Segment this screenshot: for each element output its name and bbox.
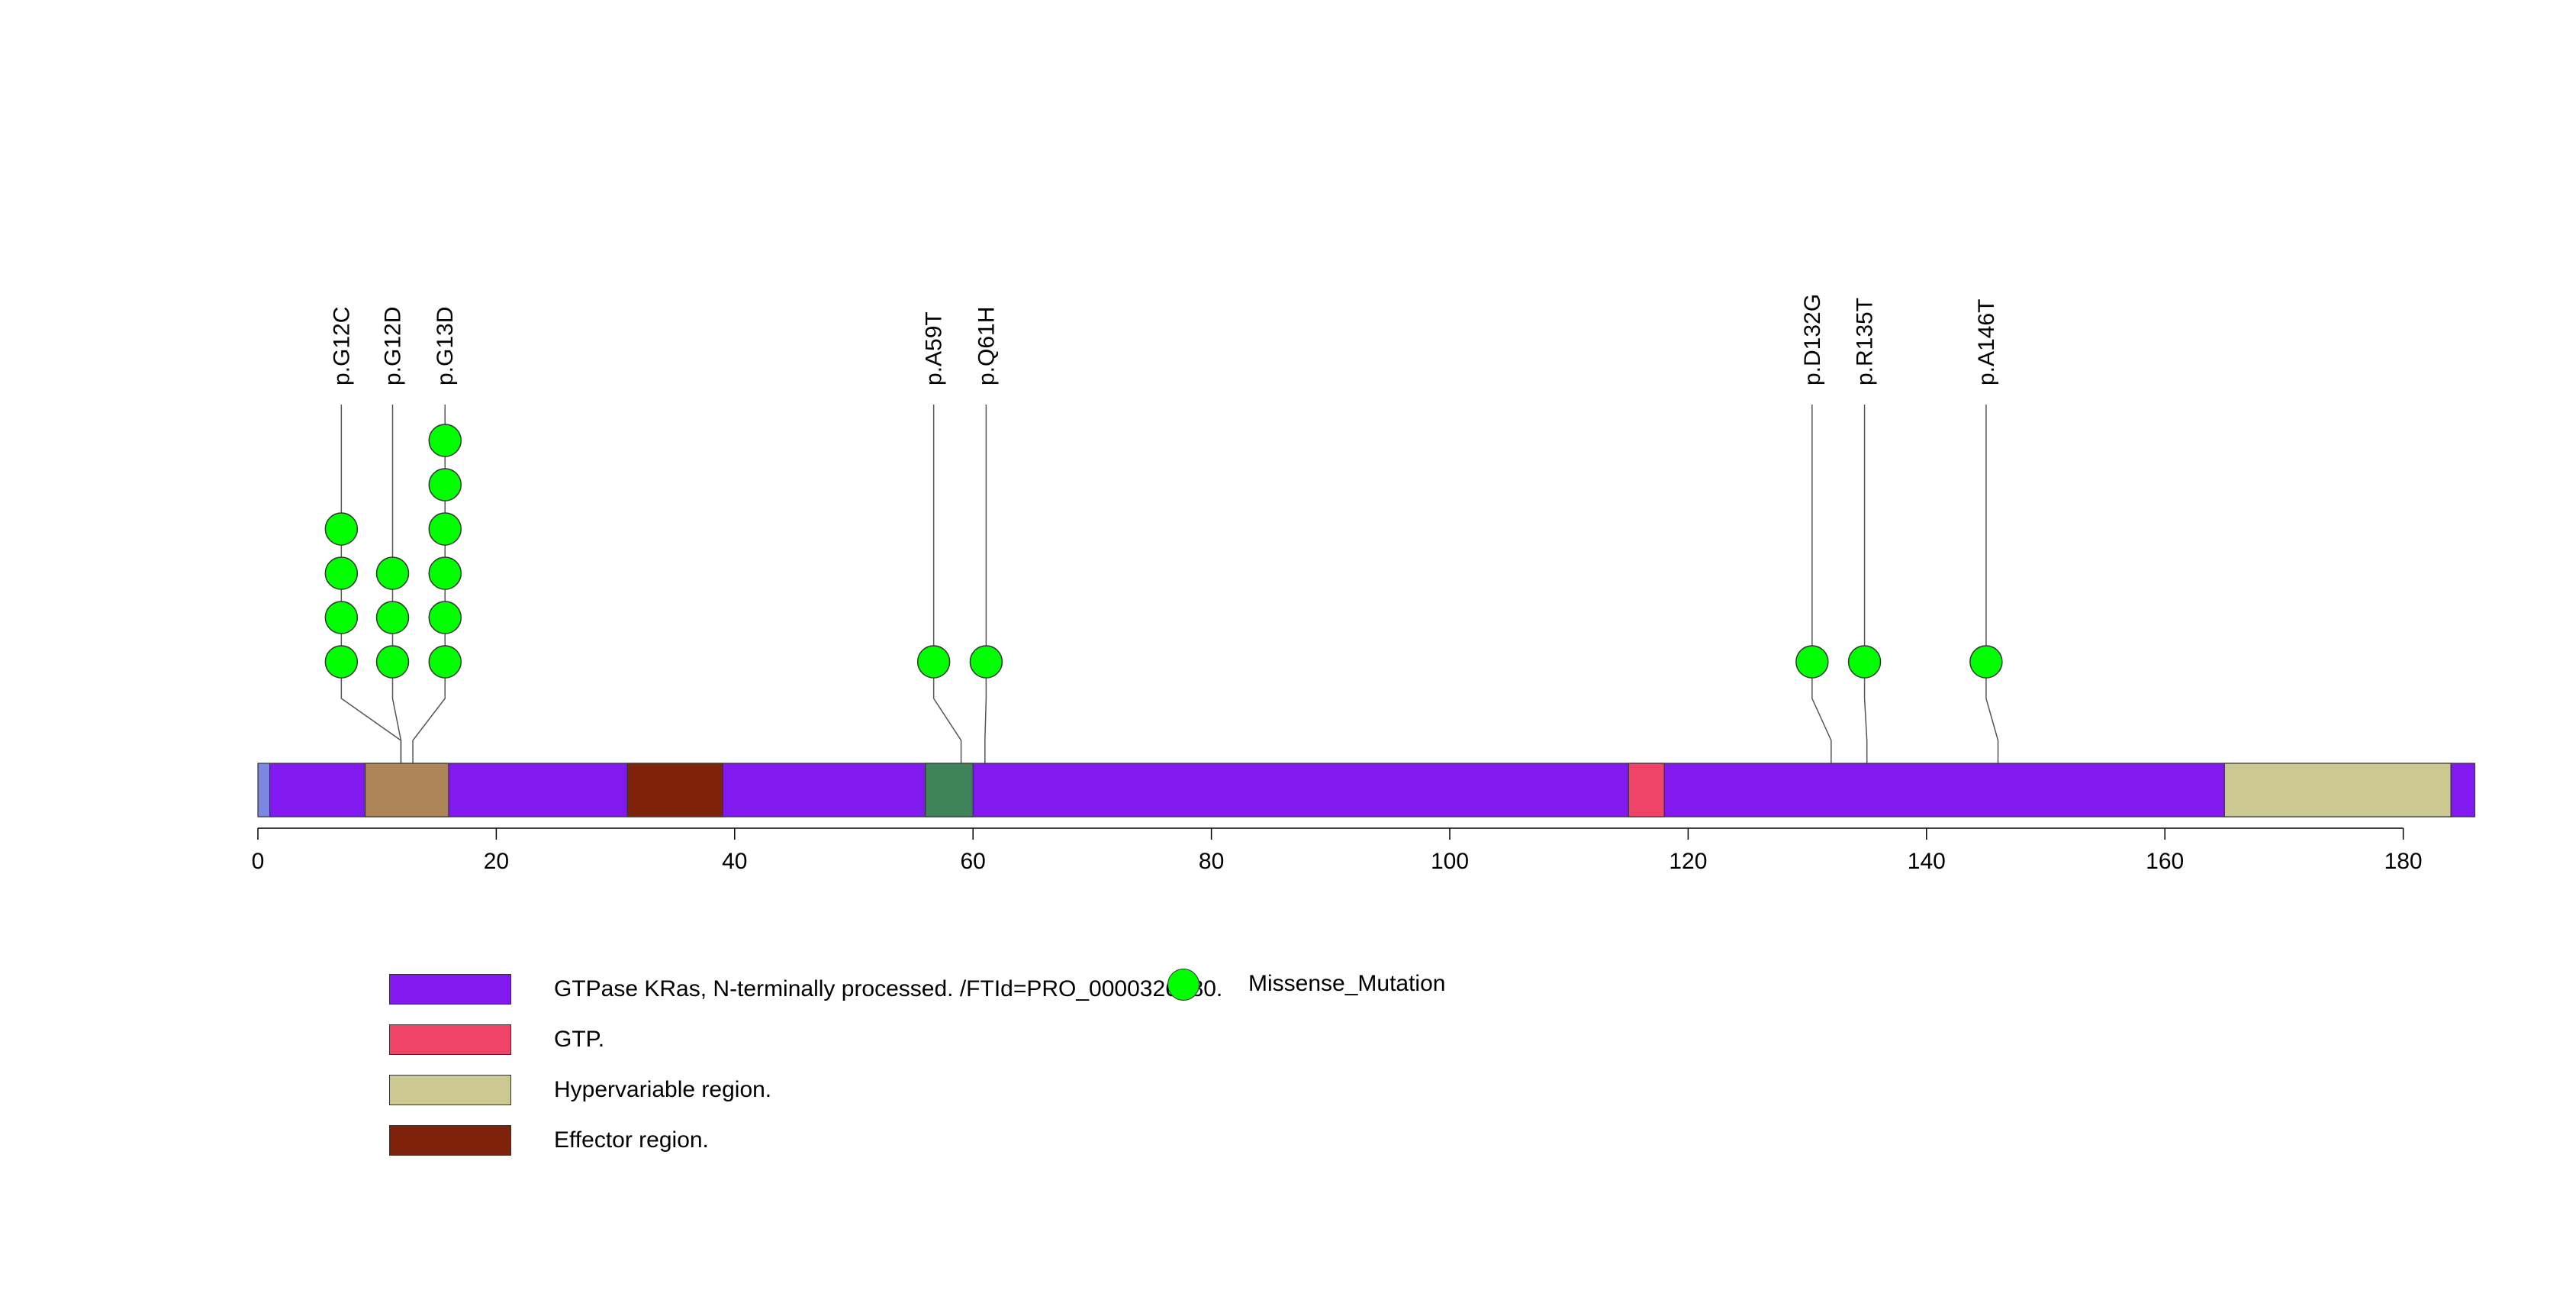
- region-3: [626, 763, 723, 818]
- mutation-dot-p.G12C: [324, 645, 359, 679]
- mutation-dot-p.R135T: [1847, 645, 1882, 679]
- region-2: [364, 763, 449, 818]
- x-tick-label-160: 160: [2146, 849, 2184, 874]
- mutation-dot-p.D132G: [1795, 645, 1829, 679]
- mutation-label-p.G12D: p.G12D: [381, 307, 406, 385]
- region-6: [2223, 763, 2452, 818]
- stem-p.R135T: [1863, 405, 1868, 817]
- region-0: [257, 763, 271, 818]
- mutation-dot-p.G13D: [428, 512, 462, 546]
- region-4: [925, 763, 974, 818]
- mutation-dot-p.G13D: [428, 645, 462, 679]
- mutation-labels: p.G12C p.G12D p.G13D p.A59T p.Q61H p.D132G p.R…: [329, 294, 1999, 385]
- mutation-label-p.G13D: p.G13D: [433, 307, 458, 385]
- mutation-label-p.D132G: p.D132G: [1800, 294, 1825, 385]
- mutation-dot-p.G12C: [324, 512, 359, 546]
- x-tick-label-60: 60: [961, 849, 986, 874]
- mutation-dot-p.G13D: [428, 556, 462, 590]
- stem-p.D132G: [1811, 405, 1832, 817]
- mutation-dot-p.A146T: [1969, 645, 2003, 679]
- mutation-label-p.G12C: p.G12C: [329, 307, 354, 385]
- x-tick-label-80: 80: [1199, 849, 1224, 874]
- mutation-dot-p.A59T: [916, 645, 951, 679]
- region-1: [269, 763, 2475, 818]
- mutation-dot-p.Q61H: [969, 645, 1003, 679]
- stem-p.Q61H: [984, 405, 987, 817]
- stem-p.A146T: [1985, 405, 1999, 817]
- mutation-markers: [324, 424, 2003, 679]
- mutation-dot-p.G13D: [428, 468, 462, 501]
- x-tick-label-40: 40: [722, 849, 747, 874]
- mutation-dot-p.G12D: [375, 645, 410, 679]
- mutation-label-p.A59T: p.A59T: [922, 311, 947, 385]
- x-tick-label-180: 180: [2384, 849, 2423, 874]
- region-5: [1628, 763, 1665, 818]
- mutation-dot-p.G12C: [324, 601, 359, 634]
- mutation-dot-p.G13D: [428, 424, 462, 457]
- stem-p.A59T: [932, 405, 962, 817]
- mutation-stems: [340, 405, 1999, 817]
- x-tick-label-140: 140: [1908, 849, 1946, 874]
- x-tick-label-120: 120: [1669, 849, 1707, 874]
- mutation-dot-p.G13D: [428, 601, 462, 634]
- mutation-dot-p.G12C: [324, 556, 359, 590]
- mutation-dot-p.G12D: [375, 556, 410, 590]
- x-axis: 0 20 40 60 80 100 120 140 160 180: [252, 827, 2423, 874]
- x-tick-label-20: 20: [484, 849, 509, 874]
- mutation-label-p.R135T: p.R135T: [1853, 298, 1878, 385]
- x-tick-label-0: 0: [252, 849, 265, 874]
- x-tick-label-100: 100: [1431, 849, 1469, 874]
- mutation-label-p.A146T: p.A146T: [1974, 299, 1999, 385]
- protein-track: [257, 763, 2475, 818]
- mutation-label-p.Q61H: p.Q61H: [974, 307, 999, 385]
- mutation-dot-p.G12D: [375, 601, 410, 634]
